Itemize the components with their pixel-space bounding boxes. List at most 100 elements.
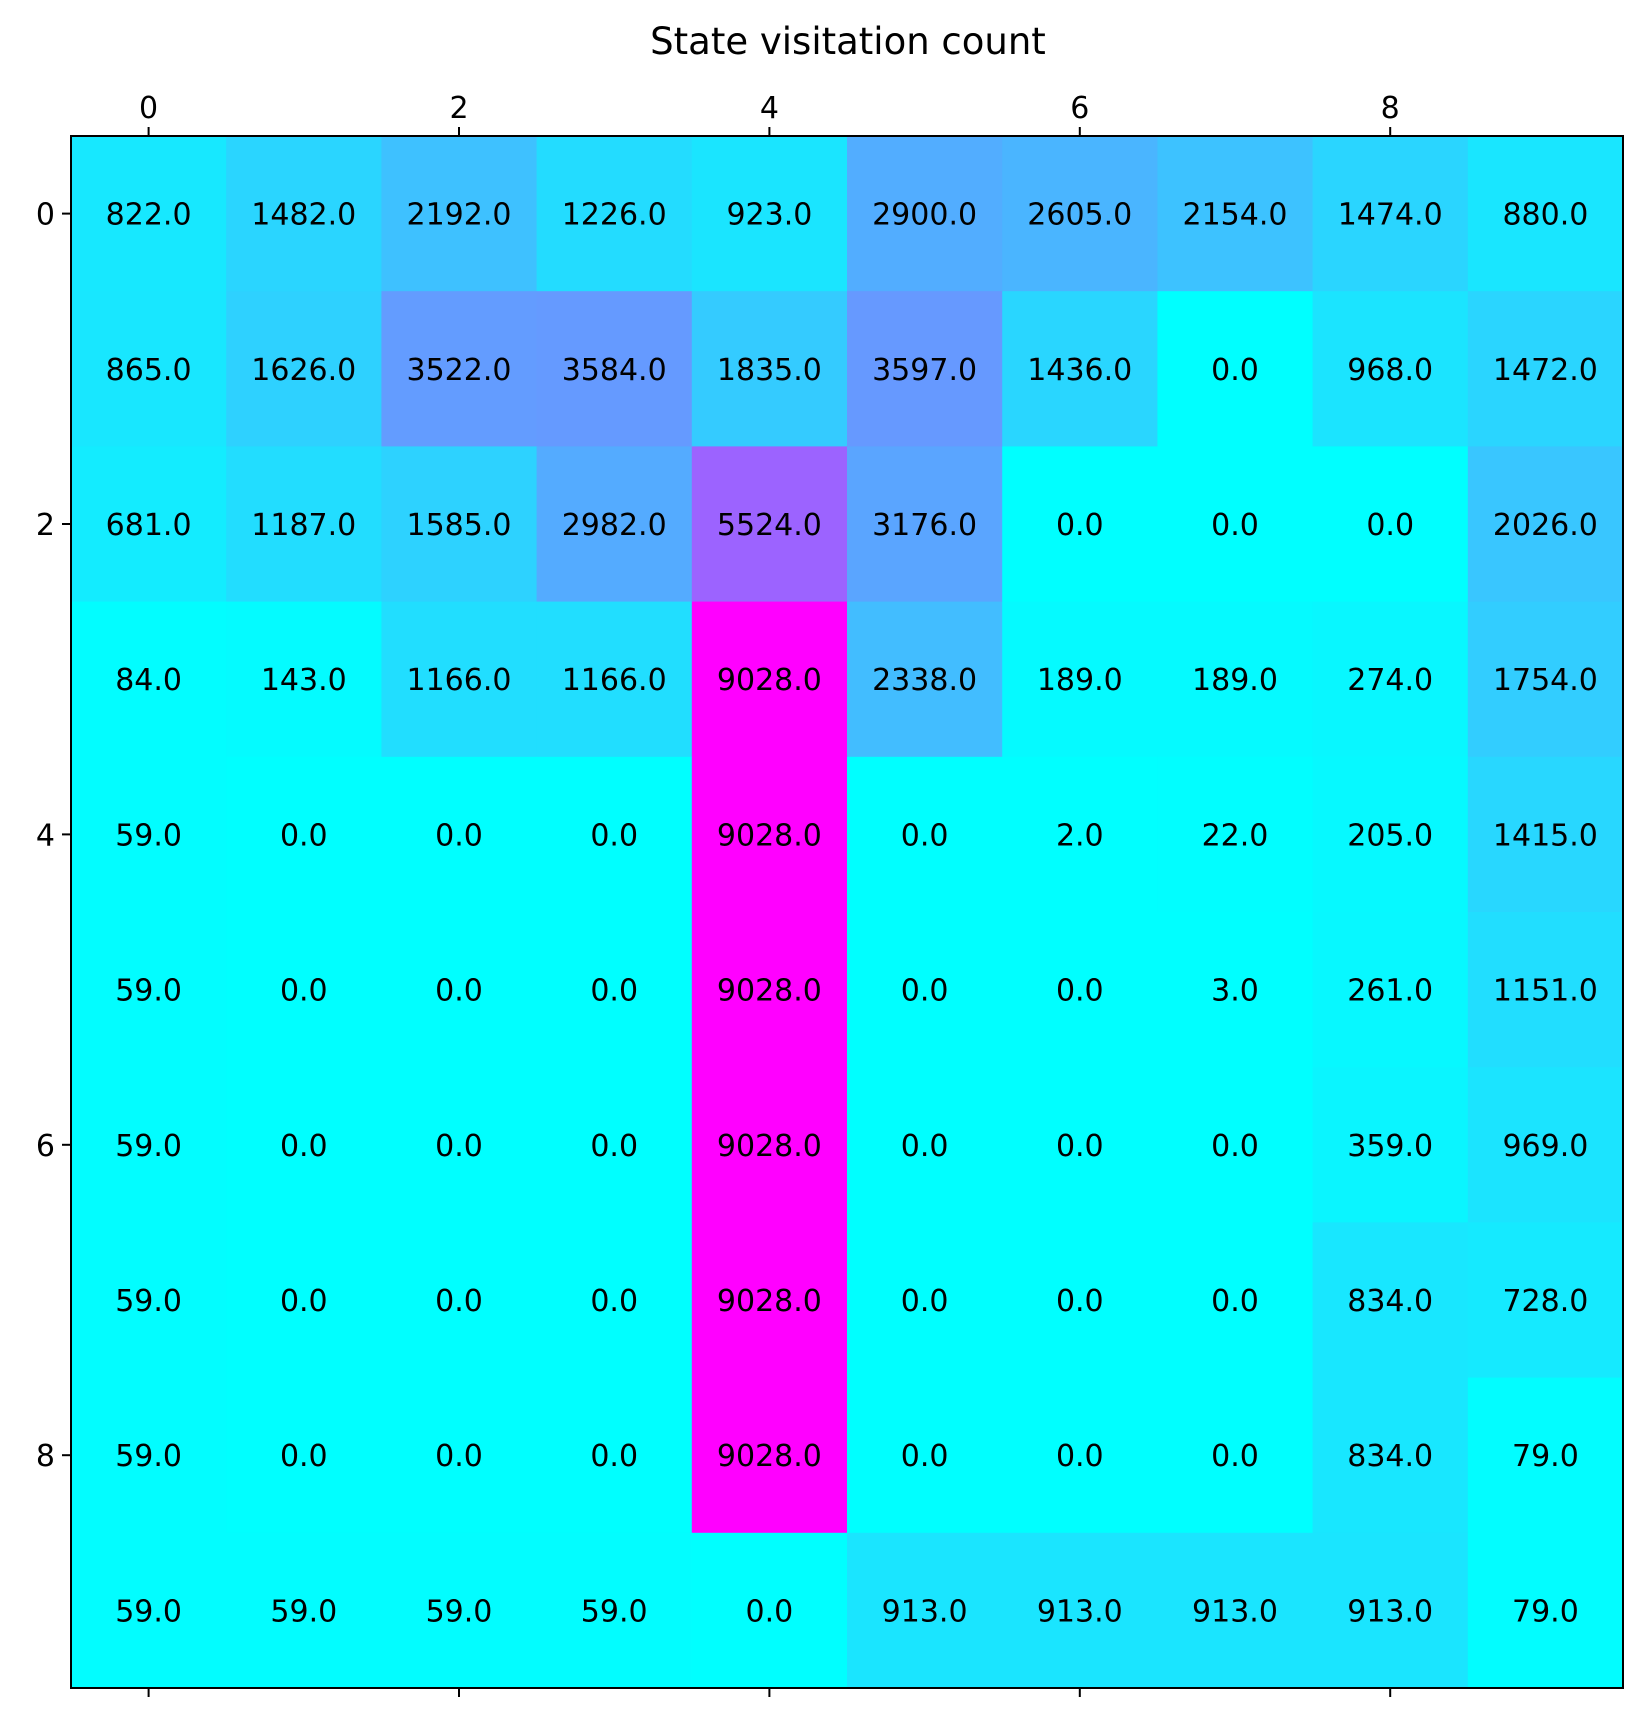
heatmap-cell [847,1222,1003,1379]
heatmap-cell [381,1532,538,1689]
heatmap-cell [1002,1532,1158,1689]
heatmap-cell [1002,1067,1158,1223]
cell-value-label: 59.0 [581,1594,648,1629]
heatmap-cell [71,1067,227,1223]
heatmap-cell [1157,912,1314,1068]
cell-value-label: 0.0 [1211,1439,1259,1474]
heatmap-cell [381,1067,538,1223]
heatmap-cell [71,446,227,603]
cell-value-label: 1166.0 [562,663,667,698]
heatmap-cell [536,912,693,1068]
cell-value-label: 3597.0 [872,353,977,388]
cell-value-label: 0.0 [280,1439,328,1474]
cell-value-label: 1226.0 [562,198,667,233]
plot-frame [70,135,1624,1689]
heatmap-cell [847,291,1003,447]
heatmap-cell [1467,291,1624,447]
heatmap-cell [226,1067,382,1223]
cell-value-label: 913.0 [1037,1594,1123,1629]
cell-value-label: 59.0 [426,1594,493,1629]
heatmap-cell [1467,136,1624,292]
cell-value-label: 205.0 [1347,818,1433,853]
heatmap-cell [1002,136,1158,292]
cell-value-label: 2338.0 [872,663,977,698]
heatmap-cell [1467,756,1624,913]
cell-value-label: 9028.0 [717,818,822,853]
cell-value-label: 59.0 [115,818,182,853]
cell-value-label: 79.0 [1512,1594,1579,1629]
cell-value-label: 1472.0 [1493,353,1598,388]
cell-value-label: 0.0 [1056,1439,1104,1474]
heatmap-cell [1312,1067,1469,1223]
heatmap-cell [226,136,382,292]
heatmap-cell [1467,601,1624,758]
y-tick-label: 2 [36,508,55,543]
cell-value-label: 0.0 [590,1439,638,1474]
cell-value-label: 1482.0 [251,198,356,233]
cell-value-label: 0.0 [1366,508,1414,543]
heatmap-cell [1157,1377,1314,1534]
heatmap-cell [1467,1222,1624,1379]
cell-value-label: 5524.0 [717,508,822,543]
cell-value-label: 0.0 [435,974,483,1009]
cell-value-label: 189.0 [1037,663,1123,698]
cell-value-label: 1585.0 [407,508,512,543]
heatmap-cell [847,912,1003,1068]
heatmap-cell [691,1067,848,1223]
cell-value-label: 0.0 [435,1129,483,1164]
heatmap-cell [691,1377,848,1534]
heatmap-cell [226,912,382,1068]
cell-value-label: 822.0 [106,198,192,233]
cell-value-label: 0.0 [1056,1129,1104,1164]
heatmap-cell [381,601,538,758]
cell-value-label: 0.0 [901,1439,949,1474]
cell-value-label: 0.0 [1056,1284,1104,1319]
cell-value-label: 9028.0 [717,1284,822,1319]
cell-value-label: 1474.0 [1338,198,1443,233]
cell-value-label: 9028.0 [717,1439,822,1474]
cell-value-label: 969.0 [1502,1129,1588,1164]
cell-value-label: 79.0 [1512,1439,1579,1474]
y-tick-label: 0 [36,198,55,233]
heatmap-cell [536,1067,693,1223]
heatmap-cell [1157,1067,1314,1223]
cell-value-label: 2.0 [1056,818,1104,853]
cell-value-label: 3.0 [1211,974,1259,1009]
cell-value-label: 143.0 [261,663,347,698]
cell-value-label: 59.0 [115,1284,182,1319]
heatmap-cell [536,446,693,603]
heatmap-cell [1002,1222,1158,1379]
cell-value-label: 0.0 [280,1129,328,1164]
cell-value-label: 59.0 [115,974,182,1009]
heatmap-cell [1312,446,1469,603]
cell-value-label: 0.0 [901,1284,949,1319]
cell-value-label: 0.0 [590,1129,638,1164]
cell-value-label: 261.0 [1347,974,1433,1009]
cell-value-label: 1754.0 [1493,663,1598,698]
cell-value-label: 0.0 [590,974,638,1009]
cell-value-label: 0.0 [901,1129,949,1164]
heatmap-cell [1467,1532,1624,1689]
heatmap-cell [691,136,848,292]
heatmap-cell [1312,1377,1469,1534]
cell-value-label: 0.0 [435,1284,483,1319]
heatmap-cell [71,912,227,1068]
heatmap-cell [226,1222,382,1379]
cell-value-label: 2154.0 [1183,198,1288,233]
cell-value-label: 59.0 [115,1439,182,1474]
heatmap-cell [226,291,382,447]
heatmap-cell [1002,1377,1158,1534]
heatmap-cell [1002,601,1158,758]
cell-value-label: 274.0 [1347,663,1433,698]
heatmap-cell [71,601,227,758]
heatmap-cell [536,601,693,758]
cell-value-label: 2605.0 [1027,198,1132,233]
heatmap-cell [1312,291,1469,447]
heatmap-cell [847,136,1003,292]
cell-value-label: 968.0 [1347,353,1433,388]
heatmap-cell [71,756,227,913]
cell-value-label: 865.0 [106,353,192,388]
cell-value-label: 0.0 [435,1439,483,1474]
cell-value-label: 681.0 [106,508,192,543]
cell-value-label: 0.0 [280,1284,328,1319]
